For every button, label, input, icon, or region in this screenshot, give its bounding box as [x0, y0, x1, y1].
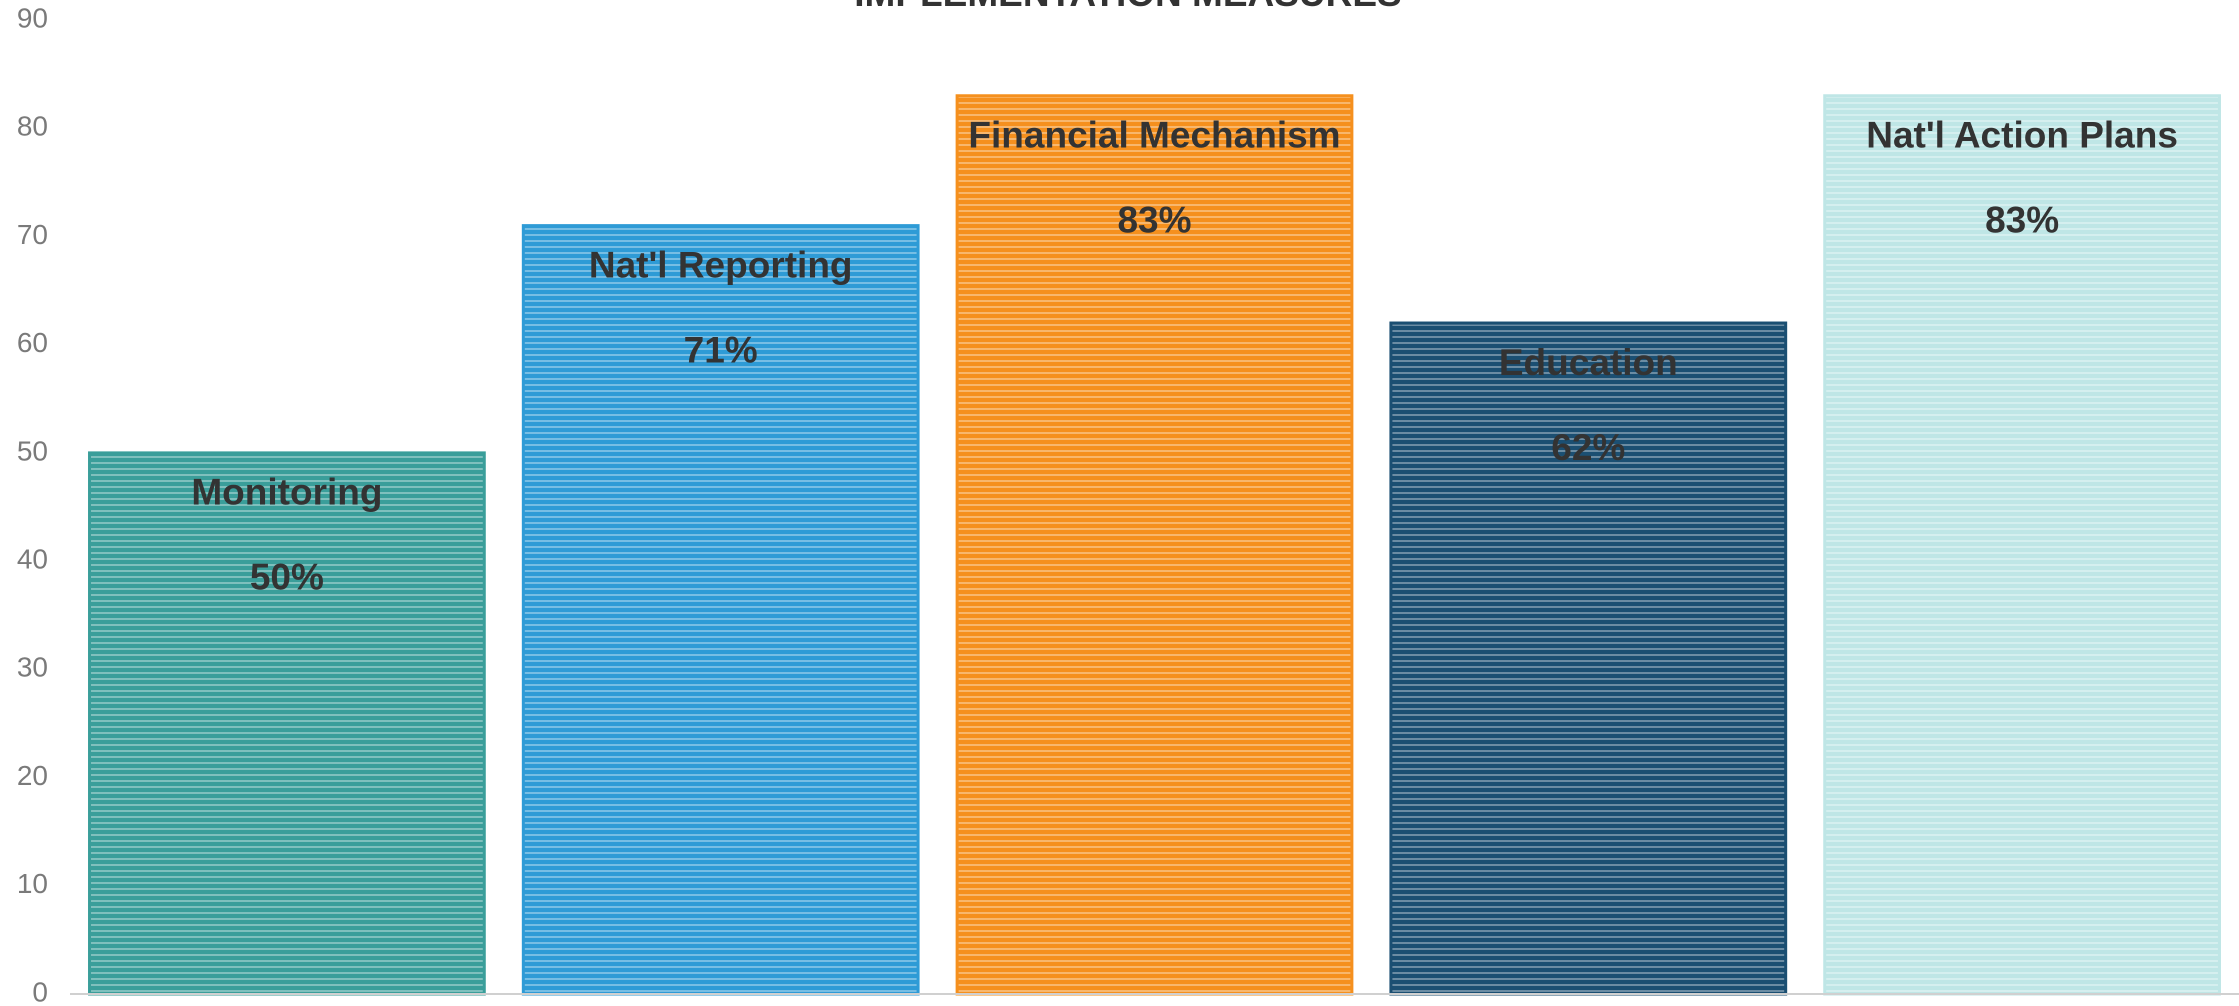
y-tick-label: 30: [17, 652, 48, 683]
bar-category-label: Nat'l Action Plans: [1866, 115, 2178, 156]
bar-category-label: Nat'l Reporting: [589, 244, 853, 285]
bar-value-label: 71%: [684, 329, 758, 370]
bar: [955, 94, 1354, 996]
y-tick-label: 70: [17, 219, 48, 250]
y-tick-label: 90: [17, 2, 48, 33]
y-tick-label: 0: [32, 976, 48, 1006]
y-tick-label: 60: [17, 327, 48, 358]
y-tick-label: 80: [17, 111, 48, 142]
bar: [521, 224, 920, 996]
bar: [1823, 94, 2221, 996]
bar-category-label: Education: [1499, 342, 1678, 383]
y-tick-label: 50: [17, 435, 48, 466]
y-tick-label: 20: [17, 760, 48, 791]
chart-title: IMPLEMENTATION MEASURES: [854, 0, 1401, 14]
y-tick-label: 40: [17, 544, 48, 575]
bar: [1389, 321, 1788, 996]
bar-category-label: Monitoring: [191, 472, 382, 513]
bar: [88, 451, 486, 996]
bar-value-label: 62%: [1551, 427, 1625, 468]
bar-value-label: 83%: [1117, 200, 1191, 241]
bar-value-label: 83%: [1985, 200, 2059, 241]
bar-value-label: 50%: [250, 557, 324, 598]
y-tick-label: 10: [17, 868, 48, 899]
bar-category-label: Financial Mechanism: [968, 115, 1340, 156]
